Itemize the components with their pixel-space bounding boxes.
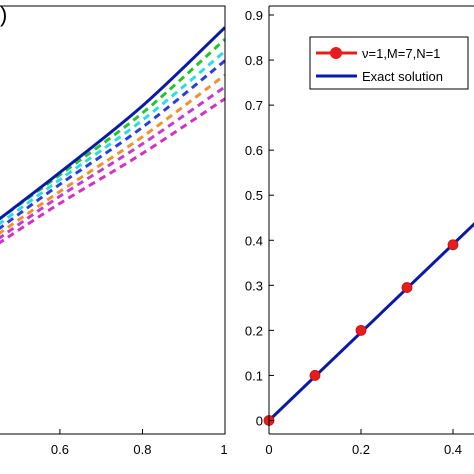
left-series-line-3 [0, 59, 225, 230]
left-xtick-label-0: 0.6 [51, 442, 69, 457]
right-ytick-label-6: 0.6 [245, 143, 263, 158]
approx-point-2 [355, 324, 367, 336]
left-series-line-5 [0, 85, 225, 240]
right-ytick-label-3: 0.3 [245, 278, 263, 293]
approx-point-3 [401, 282, 413, 293]
right-ytick-label-5: 0.5 [245, 188, 263, 203]
legend-box [309, 36, 469, 90]
right-ytick-label-4: 0.4 [245, 233, 263, 248]
approx-point-1 [309, 370, 321, 381]
right-ytick-label-7: 0.7 [245, 98, 263, 113]
right-plot-lines [263, 222, 474, 426]
right-ytick-label-9: 0.9 [245, 8, 263, 23]
legend-marker-dot [330, 47, 342, 59]
right-plot: 0 0.1 0.2 0.3 0.4 0.5 0.6 0.7 0.8 0.9 0 0.2 0.4 ν=1… [245, 5, 474, 457]
right-ytick-label-1: 0.1 [245, 368, 263, 383]
left-plot-xticks: 0.6 0.8 1 [51, 429, 228, 457]
right-ytick-label-0: 0 [256, 413, 263, 428]
right-xtick-label-2: 0.4 [444, 442, 462, 457]
left-series-line-4 [0, 73, 225, 235]
legend-label-exact: Exact solution [362, 69, 443, 84]
left-plot-lines [0, 26, 225, 245]
right-plot-xticks: 0 0.2 0.4 [265, 429, 462, 457]
left-series-line-0 [0, 26, 225, 221]
right-ytick-label-2: 0.2 [245, 323, 263, 338]
right-plot-yticks: 0 0.1 0.2 0.3 0.4 0.5 0.6 0.7 0.8 0.9 [245, 8, 274, 428]
left-plot-frame [0, 5, 226, 435]
right-ytick-label-8: 0.8 [245, 53, 263, 68]
left-series-line-2 [0, 50, 225, 226]
left-series-line-6 [0, 97, 225, 245]
left-xtick-label-1: 0.8 [133, 442, 151, 457]
right-xtick-label-0: 0 [265, 442, 272, 457]
left-xtick-label-2: 1 [220, 442, 227, 457]
panel-label-fragment: ) [0, 2, 7, 27]
approx-point-4 [447, 239, 459, 251]
right-xtick-label-1: 0.2 [352, 442, 370, 457]
legend: ν=1,M=7,N=1 Exact solution [309, 36, 469, 90]
exact-solution-line [269, 222, 474, 422]
legend-label-approx: ν=1,M=7,N=1 [362, 46, 440, 61]
left-plot: 0.6 0.8 1 [0, 5, 228, 457]
